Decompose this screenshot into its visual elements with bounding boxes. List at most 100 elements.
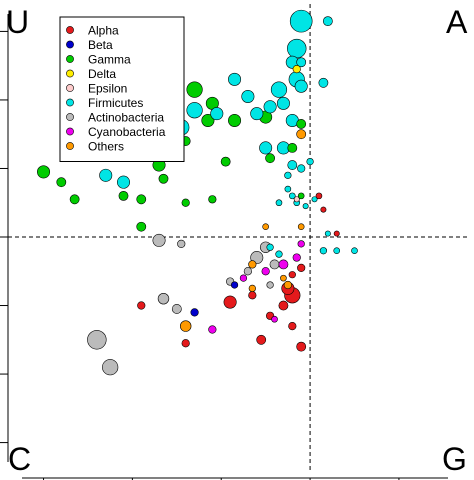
point-firmicutes-28 (289, 192, 296, 200)
point-gamma-26 (181, 198, 190, 207)
point-actinobacteria-7 (269, 259, 280, 270)
legend-swatch-actinobacteria (66, 113, 74, 121)
point-alpha-15 (297, 263, 306, 272)
legend-swatch-gamma (66, 55, 74, 63)
point-alpha-12 (320, 206, 327, 213)
point-alpha-10 (248, 291, 257, 300)
point-firmicutes-27 (284, 185, 292, 193)
point-firmicutes-1 (287, 38, 307, 59)
point-firmicutes-9 (250, 107, 264, 121)
point-cyanobacteria-0 (278, 259, 289, 270)
point-gamma-19 (158, 173, 169, 184)
point-cyanobacteria-1 (292, 253, 301, 262)
point-gamma-21 (56, 177, 67, 188)
legend-label-cyanobacteria: Cyanobacteria (88, 125, 166, 139)
corner-label-bottom-right: G (442, 441, 467, 477)
point-gamma-22 (118, 190, 129, 201)
axes (0, 14, 448, 480)
point-firmicutes-3 (296, 57, 307, 68)
legend-label-gamma: Gamma (88, 53, 131, 67)
point-firmicutes-32 (302, 203, 309, 210)
point-alpha-14 (288, 271, 296, 279)
point-others-1 (179, 320, 192, 332)
point-firmicutes-29 (311, 196, 318, 203)
legend: AlphaBetaGammaDeltaEpsilonFirmicutesActi… (59, 16, 185, 162)
point-others-6 (248, 284, 256, 293)
point-firmicutes-36 (351, 247, 358, 255)
point-firmicutes-16 (186, 102, 203, 119)
legend-swatch-cyanobacteria (66, 127, 74, 136)
point-epsilon-0 (293, 196, 300, 203)
point-alpha-6 (296, 341, 307, 352)
legend-swatch-others (66, 142, 74, 150)
point-gamma-24 (69, 194, 80, 205)
point-gamma-23 (136, 194, 147, 205)
point-cyanobacteria-5 (297, 240, 305, 248)
point-others-5 (283, 280, 292, 290)
legend-swatch-delta (66, 69, 74, 78)
point-beta-1 (230, 281, 239, 289)
point-others-3 (297, 223, 305, 231)
point-gamma-15 (296, 119, 307, 129)
point-firmicutes-26 (117, 175, 131, 189)
point-firmicutes-21 (287, 160, 298, 170)
point-actinobacteria-2 (157, 292, 170, 305)
point-actinobacteria-1 (102, 359, 119, 376)
point-alpha-8 (181, 339, 190, 348)
point-firmicutes-34 (319, 247, 328, 255)
corner-label-top-right: A (446, 4, 468, 40)
point-firmicutes-30 (275, 199, 283, 207)
point-firmicutes-12 (210, 107, 224, 121)
point-alpha-9 (137, 301, 146, 310)
corner-label-bottom-left: C (8, 441, 31, 477)
point-actinobacteria-0 (87, 330, 107, 350)
point-firmicutes-33 (324, 230, 331, 237)
point-gamma-16 (287, 143, 298, 153)
legend-swatch-beta (66, 40, 74, 49)
point-delta-0 (292, 65, 301, 74)
point-firmicutes-38 (266, 243, 274, 251)
legend-label-beta: Beta (88, 38, 113, 52)
point-actinobacteria-8 (243, 267, 252, 276)
point-firmicutes-37 (275, 250, 283, 258)
point-cyanobacteria-6 (271, 315, 278, 323)
point-gamma-27 (297, 192, 305, 200)
point-firmicutes-13 (228, 72, 242, 86)
point-alpha-5 (288, 321, 297, 331)
legend-label-epsilon: Epsilon (88, 82, 127, 96)
point-others-7 (280, 274, 287, 282)
point-firmicutes-15 (318, 77, 329, 88)
point-firmicutes-23 (306, 157, 314, 166)
point-gamma-20 (37, 165, 51, 179)
point-others-0 (296, 129, 307, 140)
point-firmicutes-10 (241, 90, 255, 104)
point-firmicutes-20 (259, 141, 273, 155)
point-cyanobacteria-3 (239, 274, 248, 282)
point-firmicutes-22 (297, 164, 306, 173)
point-alpha-11 (315, 192, 323, 200)
point-alpha-0 (223, 295, 237, 309)
point-firmicutes-7 (276, 96, 290, 110)
point-actinobacteria-3 (171, 304, 182, 314)
legend-label-delta: Delta (88, 67, 116, 81)
legend-label-others: Others (88, 140, 124, 154)
point-gamma-17 (220, 156, 231, 167)
point-gamma-28 (136, 221, 147, 232)
point-alpha-3 (278, 300, 289, 311)
point-firmicutes-4 (322, 16, 333, 27)
point-beta-0 (190, 308, 199, 317)
point-cyanobacteria-4 (208, 325, 217, 334)
point-alpha-13 (333, 230, 340, 237)
point-actinobacteria-11 (266, 281, 274, 289)
legend-swatch-firmicutes (66, 98, 74, 107)
point-others-2 (248, 260, 257, 269)
point-gamma-25 (208, 195, 217, 204)
point-alpha-7 (256, 334, 267, 345)
point-firmicutes-25 (99, 168, 113, 182)
point-others-4 (262, 223, 269, 231)
point-firmicutes-11 (294, 79, 308, 93)
point-firmicutes-35 (333, 247, 341, 255)
point-actinobacteria-10 (177, 239, 186, 248)
legend-swatch-alpha (66, 26, 74, 34)
